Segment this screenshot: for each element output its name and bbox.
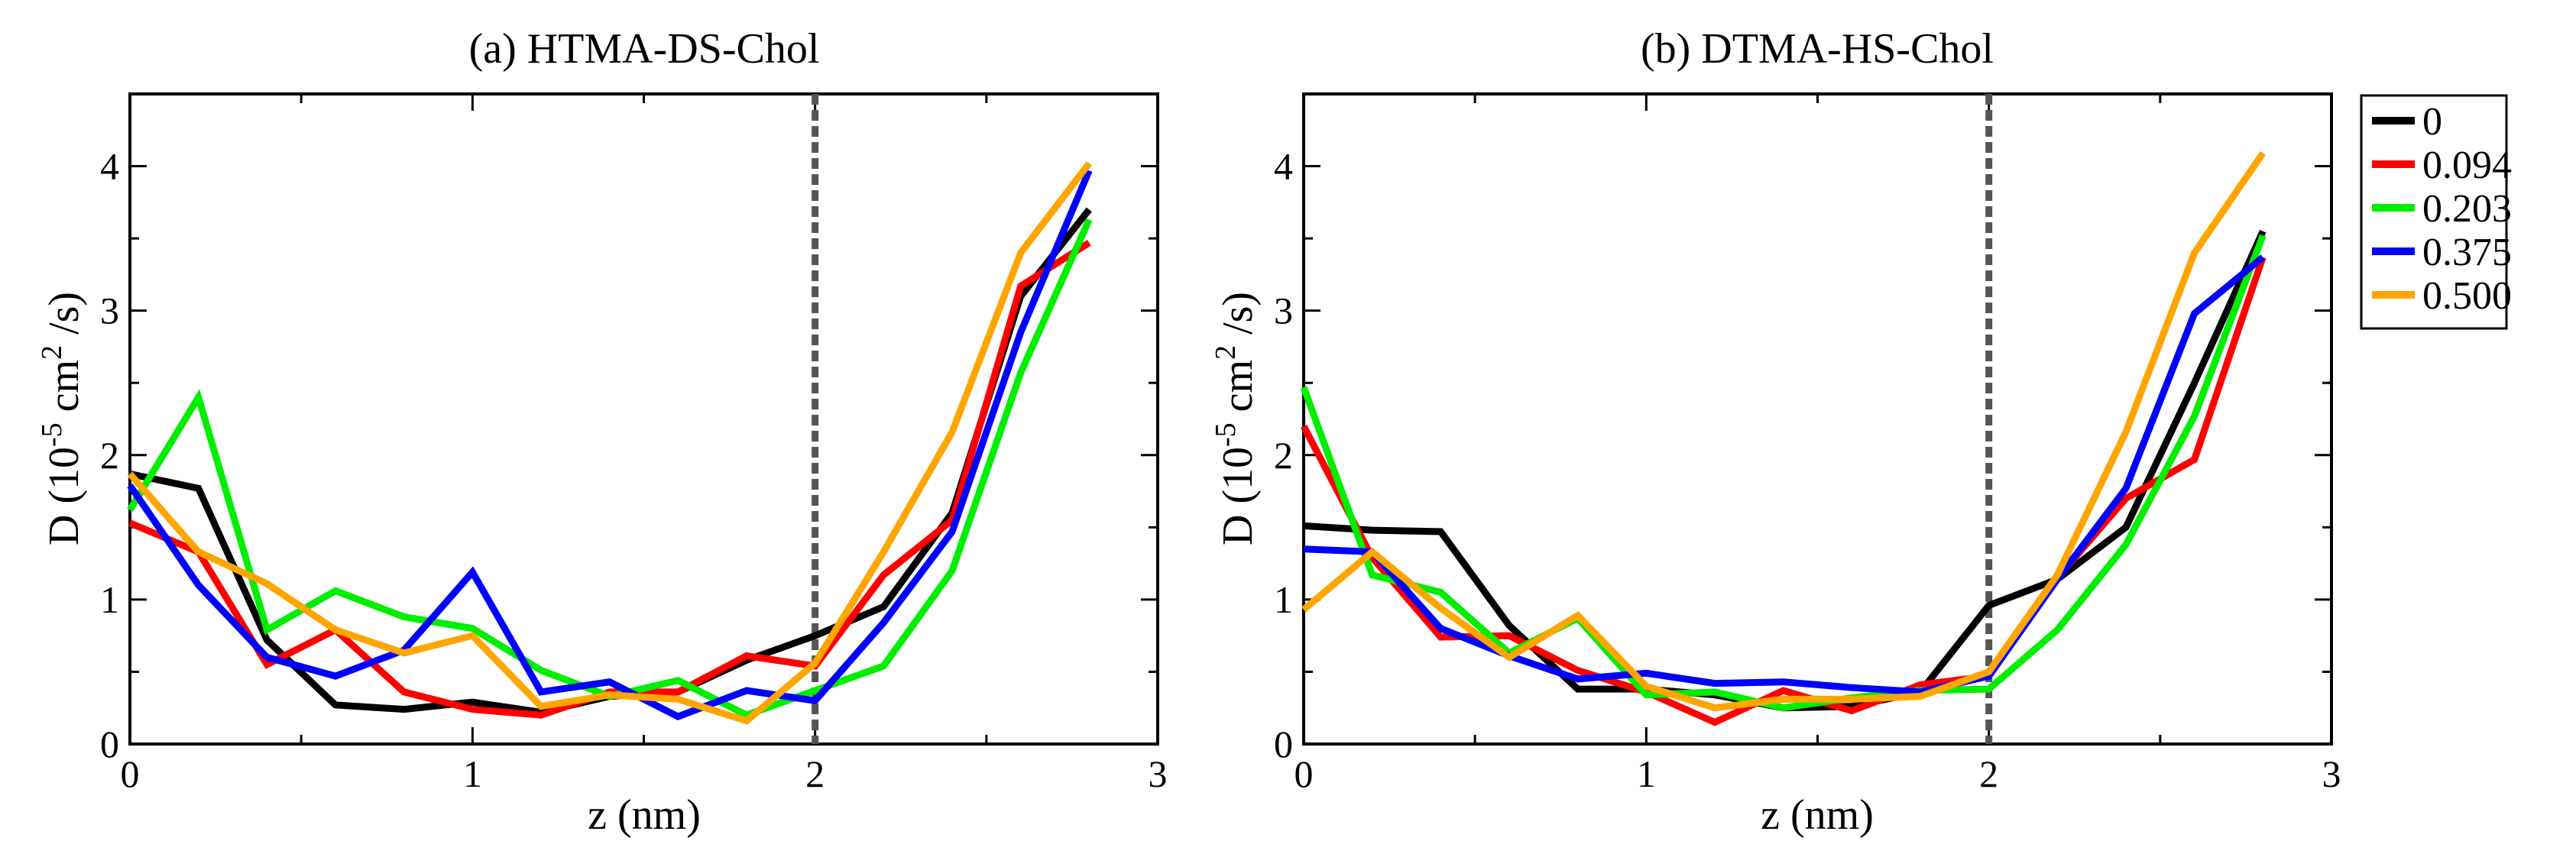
panel-b: (b) DTMA-HS-Chol 0 1 2 3 0 1 2 3 4 z (nm) D (10-…: [1210, 25, 2341, 839]
panel-a-x-tick-label: 0: [121, 752, 140, 795]
legend-label: 0: [2422, 100, 2442, 144]
panel-b-x-tick-label: 3: [2322, 752, 2341, 795]
legend-box: [2360, 94, 2508, 330]
panel-b-y-tick-label: 2: [1274, 434, 1293, 477]
panel-a-series-0_375-line: [127, 169, 1093, 721]
panel-a-axes: 0 1 2 3 0 1 2 3 4: [100, 92, 1168, 795]
panel-b-series: [1300, 150, 2267, 726]
panel-a-y-axis-label: D (10-5 cm2 /s): [36, 292, 88, 545]
panel-b-title: (b) DTMA-HS-Chol: [1641, 25, 1994, 73]
panel-b-x-axis-label: z (nm): [1761, 791, 1874, 839]
panel-b-series-0_375-line: [1303, 254, 2266, 696]
panel-a-y-tick-label: 0: [100, 723, 119, 765]
panel-a: (a) HTMA-DS-Chol 0 1 2 3 0 1 2 3 4 z (nm) D (10-…: [36, 25, 1168, 839]
panel-b-y-tick-label: 1: [1274, 578, 1293, 621]
panel-b-y-axis-label: D (10-5 cm2 /s): [1210, 292, 1262, 545]
panel-b-series-0_203-line: [1300, 234, 2267, 712]
panel-b-x-tick-label: 1: [1637, 752, 1656, 795]
panel-a-x-axis-label: z (nm): [588, 791, 701, 839]
panel-b-y-tick-label: 0: [1274, 723, 1293, 765]
panel-a-y-tick-label: 3: [100, 290, 119, 332]
legend-label: 0.094: [2422, 144, 2512, 187]
panel-a-title: (a) HTMA-DS-Chol: [469, 25, 820, 73]
panel-b-axes: 0 1 2 3 0 1 2 3 4: [1274, 92, 2341, 795]
panel-b-y-tick-label: 3: [1274, 290, 1293, 332]
legend-label: 0.500: [2422, 274, 2512, 318]
panel-b-series-0_500-line: [1301, 150, 2267, 712]
panel-a-y-tick-label: 2: [100, 434, 119, 477]
panel-a-series: [127, 161, 1093, 725]
legend-label: 0.375: [2422, 231, 2512, 274]
panel-a-x-tick-label: 1: [463, 752, 482, 795]
panel-a-x-tick-label: 2: [805, 752, 825, 795]
panel-b-y-tick-label: 4: [1274, 145, 1293, 188]
panel-b-x-tick-label: 2: [1979, 752, 1998, 795]
panel-a-y-tick-label: 4: [100, 145, 119, 188]
panel-a-y-tick-label: 1: [100, 578, 119, 621]
panel-a-x-tick-label: 3: [1149, 752, 1168, 795]
panel-a-series-0_500-line: [127, 161, 1092, 725]
panel-b-x-tick-label: 0: [1294, 752, 1314, 795]
legend-label: 0.203: [2422, 187, 2512, 231]
